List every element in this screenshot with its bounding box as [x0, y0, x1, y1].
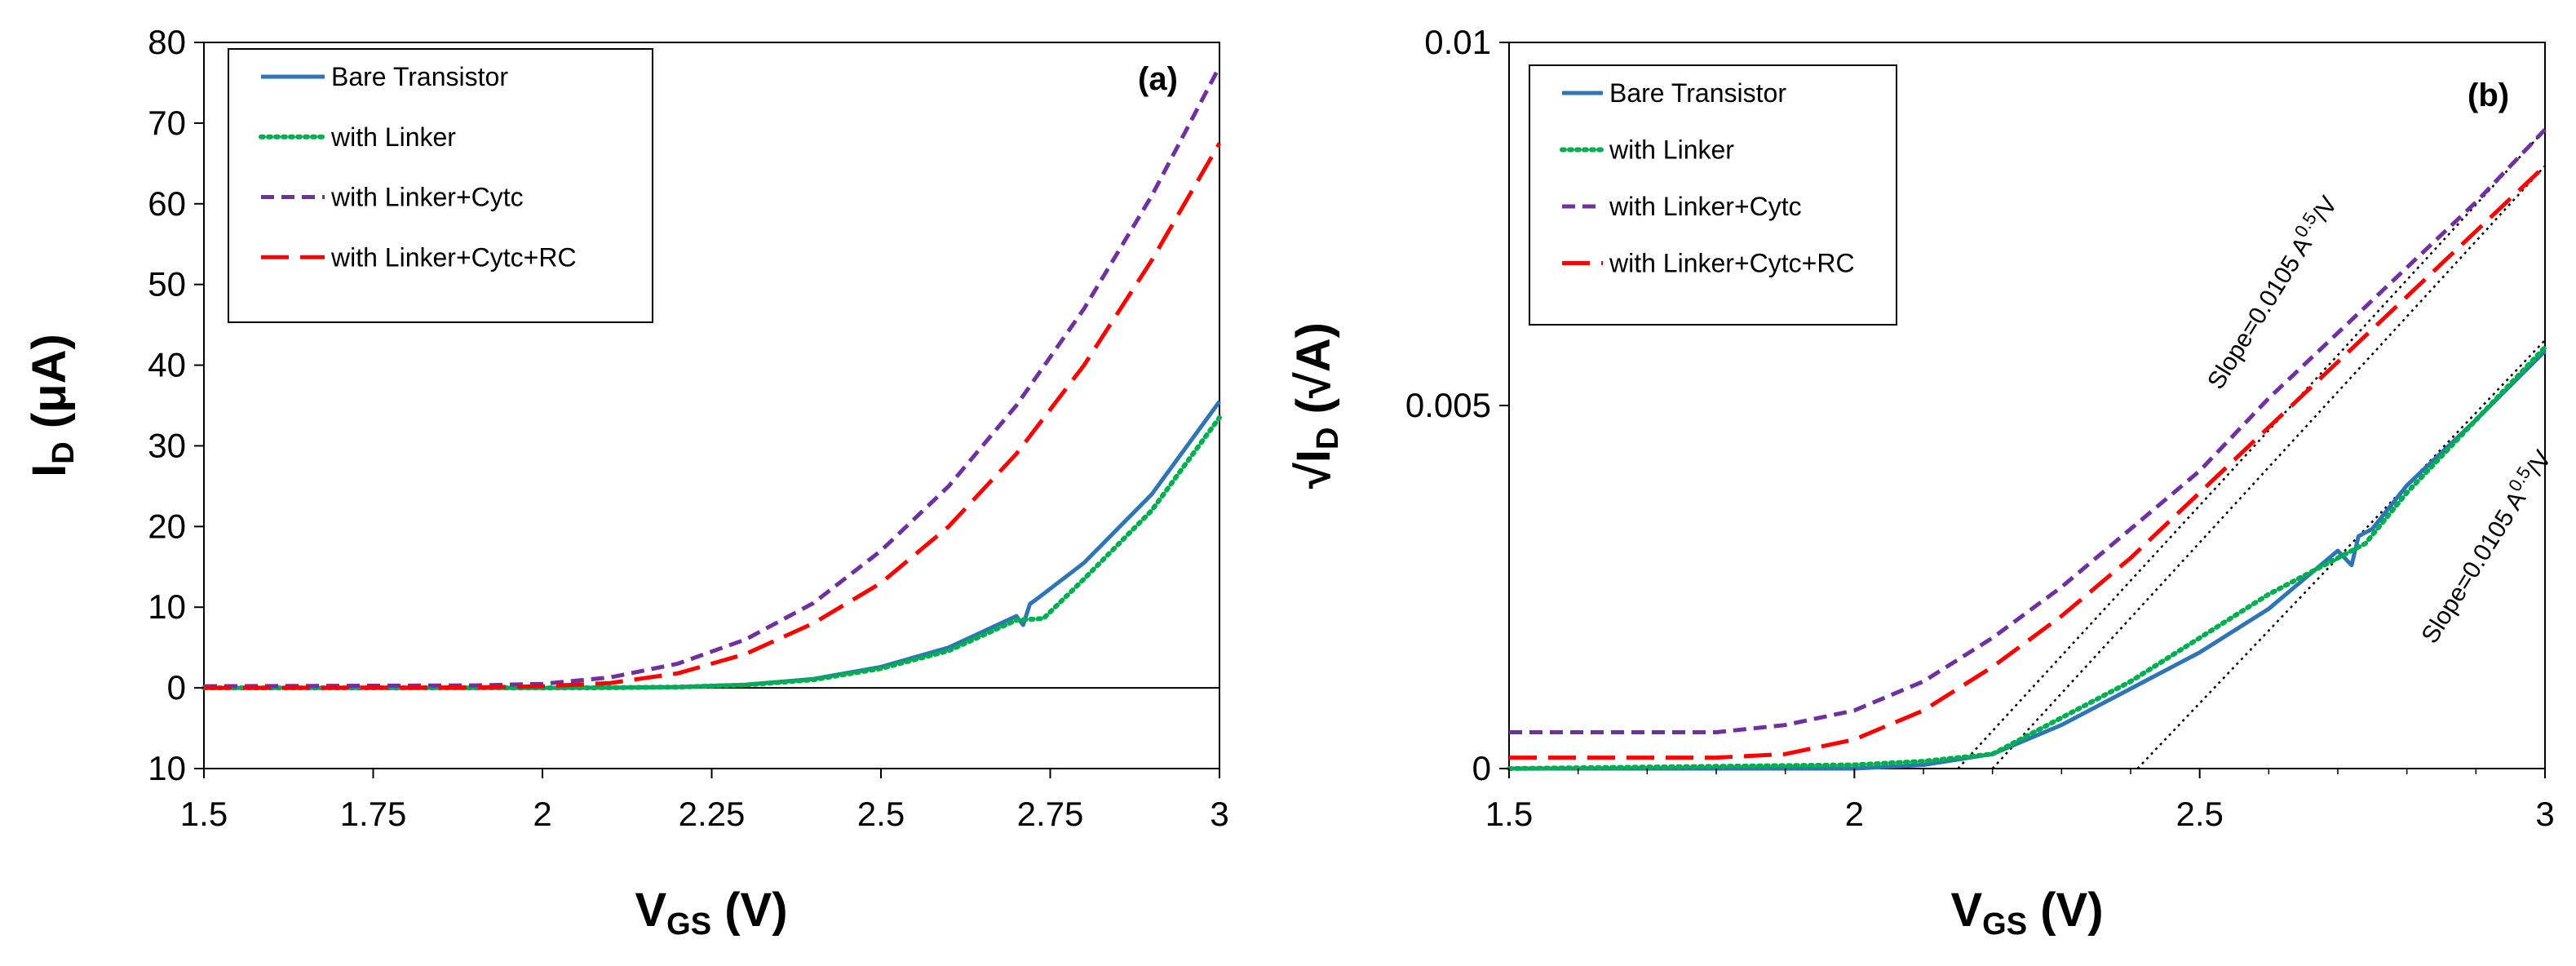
legend-label: with Linker+Cytc+RC — [1609, 249, 1855, 278]
x-tick-label: 2.5 — [857, 795, 905, 833]
x-tick-label: 2.5 — [2175, 795, 2223, 833]
x-tick-label: 2.75 — [1017, 795, 1084, 833]
x-tick-label: 2.25 — [679, 795, 746, 833]
slope-fit-line — [1993, 166, 2545, 769]
x-axis-title: VGS (V) — [635, 884, 787, 942]
legend-label: with Linker — [1609, 135, 1734, 165]
legend-label: with Linker+Cytc — [1609, 192, 1802, 221]
panel-b-chart: 1.5 2 2.5 3 0 0.005 0.01 Bare Transistor with L… — [1287, 23, 2556, 942]
y-tick-label: 40 — [148, 346, 186, 384]
figure: 1.5 1.75 2 2.25 2.5 2.75 31001020304050607080 … — [0, 0, 2576, 966]
y-tick-label: 0.005 — [1405, 386, 1491, 424]
y-tick-label: 0.01 — [1424, 23, 1491, 61]
panel-label: (b) — [2468, 78, 2509, 113]
y-axis-title: ID (μA) — [23, 334, 81, 477]
y-tick-label: 0 — [1472, 749, 1491, 787]
legend-label: with Linker+Cytc — [330, 183, 524, 212]
slope-fit-line — [1958, 130, 2545, 769]
legend-label: with Linker+Cytc+RC — [330, 242, 577, 272]
x-tick-label: 2 — [533, 795, 551, 833]
series-line-with-linker — [204, 418, 1219, 688]
x-tick-label: 3 — [2535, 795, 2554, 833]
panel-a-chart: 1.5 1.75 2 2.25 2.5 2.75 31001020304050607080 … — [23, 23, 1229, 942]
x-tick-label: 2 — [1845, 795, 1864, 833]
y-tick-label: 20 — [148, 507, 186, 545]
y-tick-label: 50 — [148, 265, 186, 304]
legend-label: Bare Transistor — [1609, 78, 1786, 108]
legend: Bare Transistor with Linker with Linker+Cy… — [1529, 65, 1897, 325]
x-tick-label: 1.5 — [1485, 795, 1533, 833]
x-axis-title: VGS (V) — [1950, 884, 2103, 942]
legend: Bare Transistor with Linker with Linker+Cy… — [228, 49, 653, 322]
y-tick-label: 60 — [148, 184, 186, 223]
slope-annotation: Slope=0.0105 A0.5/V — [2412, 443, 2556, 648]
y-tick-label: 80 — [148, 23, 186, 61]
x-tick-label: 3 — [1210, 795, 1228, 833]
y-axis-title: √ID (√A) — [1287, 322, 1345, 489]
y-tick-label: 30 — [148, 426, 186, 464]
slope-annotation: Slope=0.0105 A0.5/V — [2198, 189, 2343, 394]
y-tick-label: 10 — [148, 587, 186, 626]
series-line-with-linker — [1509, 348, 2545, 769]
x-tick-label: 1.5 — [180, 795, 228, 833]
y-tick-label: 10 — [148, 749, 186, 787]
y-tick-label: 70 — [148, 104, 186, 142]
y-tick-label: 0 — [167, 668, 186, 707]
x-tick-label: 1.75 — [340, 795, 407, 833]
legend-label: with Linker — [330, 122, 456, 152]
panel-label: (a) — [1138, 61, 1178, 97]
series-line-bare-transistor — [1509, 351, 2545, 769]
legend-label: Bare Transistor — [331, 62, 508, 91]
series-line-bare-transistor — [204, 401, 1219, 688]
